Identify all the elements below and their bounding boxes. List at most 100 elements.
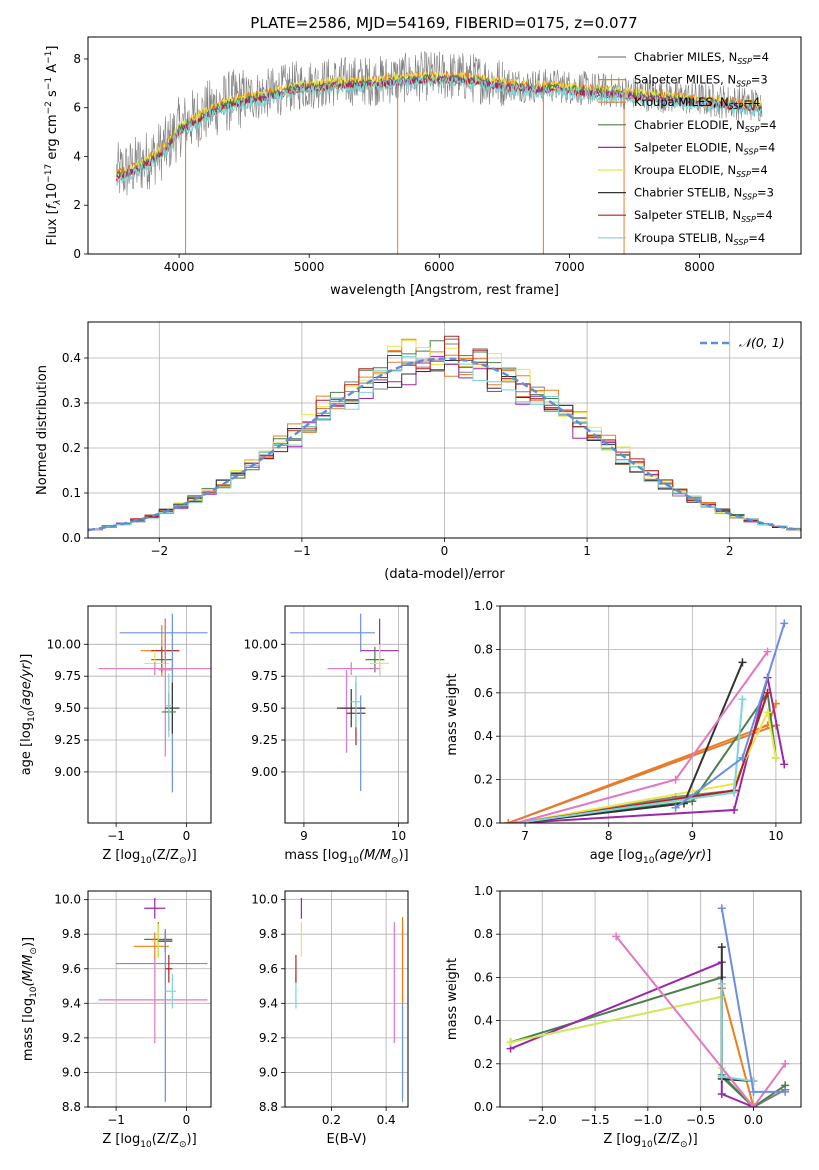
axes-frame: [87, 890, 212, 1108]
x-tick-label: −2.0: [528, 1113, 557, 1127]
mass-weight-vs-z-panel: −2.0 −1.5 −1.0 −0.5 0.0 0.0 0.2 0.4 0.6 0.8 1.0 mas…: [445, 884, 802, 1150]
y-axis-label: mass [log10(M/M⊙)]: [21, 937, 39, 1061]
y-tick-label: 0.6: [474, 970, 493, 984]
y-tick-label: 0.4: [474, 729, 493, 743]
y-tick-label: 9.25: [54, 733, 81, 747]
label-part: (Z/Z: [653, 1132, 680, 1147]
legend-text: =4: [758, 140, 775, 154]
weight-series-line: [510, 995, 755, 1107]
label-sub: 10: [140, 1140, 152, 1150]
weight-point-marker: [671, 775, 680, 784]
y-tick-label: 0.6: [474, 686, 493, 700]
y-tick-label: 9.6: [62, 962, 81, 976]
y-tick-label: 0.3: [62, 396, 81, 410]
legend-text: =4: [751, 163, 768, 177]
x-tick-label: 1: [583, 544, 591, 558]
y-tick-label: 0.0: [474, 1100, 493, 1114]
label-part: −1: [44, 51, 54, 64]
x-tick-label: 7000: [554, 260, 585, 274]
label-sub: ⊙: [680, 1140, 688, 1150]
label-part: A: [45, 64, 60, 77]
y-tick-label: 9.50: [54, 701, 81, 715]
weight-point-marker: [738, 753, 747, 762]
x-tick-label: −1.5: [580, 1113, 609, 1127]
y-tick-label: 0.2: [62, 441, 81, 455]
plot-area: [504, 619, 789, 823]
x-tick-label: 8: [605, 829, 613, 843]
label-part: )]: [398, 848, 408, 863]
x-tick-label: 5000: [294, 260, 325, 274]
label-part: (Z/Z: [152, 1132, 179, 1147]
y-tick-label: 4: [73, 149, 81, 163]
label-sub: ⊙: [179, 1140, 187, 1150]
x-tick-label: 9: [300, 829, 308, 843]
x-axis-label: age [log10(age/yr)]: [590, 848, 712, 866]
y-tick-label: 9.0: [62, 1065, 81, 1079]
weight-point-marker: [781, 1087, 790, 1096]
label-sub: 10: [29, 986, 39, 998]
legend-sub: SSP: [745, 125, 760, 134]
x-axis-label: Z [log10(Z/Z⊙)]: [102, 1132, 196, 1150]
y-axis-label: Flux [fλ10−17 erg cm−2 s−1 A−1]: [44, 46, 63, 246]
mass-vs-ebv-panel: 0.2 0.4 8.8 9.0 9.2 9.4 9.6 9.8 10.0 E(B-V): [251, 890, 409, 1147]
y-tick-label: 0.2: [474, 773, 493, 787]
label-part: 10: [45, 183, 60, 200]
label-sub: 10: [348, 856, 360, 866]
label-part: )]: [187, 1132, 197, 1147]
x-tick-label: 4000: [164, 260, 195, 274]
figure-title: PLATE=2586, MJD=54169, FIBERID=0175, z=0…: [250, 14, 637, 32]
mass-weight-vs-age-panel: 7 8 9 10 0.0 0.2 0.4 0.6 0.8 1.0 mass weight age [l…: [445, 599, 802, 866]
axes-frame: [87, 605, 212, 824]
legend-text: Kroupa ELODIE, N: [634, 163, 736, 177]
label-part: −2: [44, 101, 54, 114]
legend-sub: SSP: [744, 147, 759, 156]
label-part: Z [log: [102, 1132, 140, 1147]
label-part: mass [log: [284, 848, 347, 863]
weight-point-marker: [717, 943, 726, 952]
weight-series-line: [516, 662, 744, 823]
x-tick-label: 0.2: [322, 1113, 341, 1127]
y-tick-label: 10.0: [251, 893, 278, 907]
label-sub: ⊙: [29, 947, 39, 955]
legend-entry: Chabrier MILES, NSSP=4: [634, 50, 769, 66]
y-tick-label: 9.8: [259, 927, 278, 941]
x-tick-label: 9: [688, 829, 696, 843]
legend-entry: Chabrier STELIB, NSSP=3: [634, 186, 774, 202]
y-tick-label: 0.4: [62, 351, 81, 365]
y-tick-label: 10.00: [244, 637, 278, 651]
weight-series-line: [508, 724, 777, 823]
weight-series-line: [615, 935, 787, 1107]
weight-point-marker: [771, 753, 780, 762]
normal-curve-line: [88, 357, 801, 532]
weight-point-marker: [717, 1090, 726, 1099]
weight-series-line: [516, 709, 777, 823]
label-part: Z [log: [102, 848, 140, 863]
y-tick-label: 9.4: [259, 996, 278, 1010]
y-tick-label: 0.0: [62, 531, 81, 545]
axes-frame: [284, 605, 409, 824]
legend-text: Kroupa STELIB, N: [634, 231, 734, 245]
y-tick-label: 1.0: [474, 884, 493, 898]
x-tick-label: 10: [768, 829, 783, 843]
legend-text: =4: [743, 95, 760, 109]
y-tick-label: 9.25: [251, 733, 278, 747]
plot-area: [289, 613, 399, 792]
weight-series-line: [720, 987, 755, 1107]
legend-text: =3: [757, 186, 774, 200]
residuals-panel: −2 −1 0 1 2 0.0 0.1 0.2 0.3 0.4 (data-model)/error…: [35, 321, 802, 582]
weight-point-marker: [738, 658, 747, 667]
legend-text: Kroupa MILES, N: [634, 95, 729, 109]
legend-text: Chabrier MILES, N: [634, 50, 737, 64]
x-tick-label: 0: [441, 544, 449, 558]
legend-text: Salpeter MILES, N: [634, 73, 736, 87]
legend-sub: SSP: [741, 215, 756, 224]
axes-frame: [87, 36, 802, 255]
label-part: (age/yr): [19, 659, 34, 711]
y-tick-label: 10.0: [54, 893, 81, 907]
weight-point-marker: [506, 1038, 515, 1047]
label-part: erg cm: [45, 114, 60, 163]
y-tick-label: 0.4: [474, 1014, 493, 1028]
x-axis-label: (data-model)/error: [384, 567, 505, 582]
